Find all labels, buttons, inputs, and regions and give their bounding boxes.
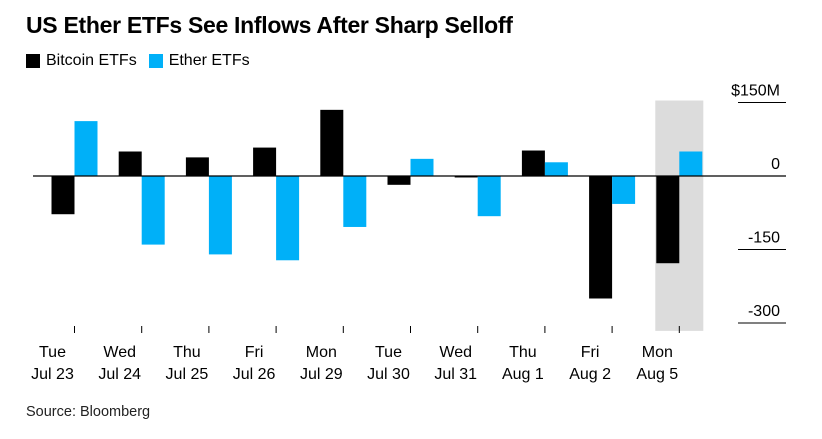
bar-ether xyxy=(74,121,98,176)
bar-ether xyxy=(477,176,501,217)
legend-swatch-bitcoin xyxy=(26,54,40,68)
y-tick-label: -150 xyxy=(748,230,780,247)
x-tick-label-day: Fri xyxy=(245,344,264,361)
bar-ether xyxy=(208,176,232,255)
bar-ether xyxy=(612,176,636,204)
x-tick-label-day: Thu xyxy=(173,344,201,361)
x-tick-label-date: Jul 31 xyxy=(434,366,477,383)
bar-bitcoin xyxy=(387,176,411,185)
bar-bitcoin xyxy=(589,176,613,299)
bar-bitcoin xyxy=(185,157,209,176)
chart-title: US Ether ETFs See Inflows After Sharp Se… xyxy=(26,12,513,38)
bar-ether xyxy=(276,176,300,261)
y-tick-label: 0 xyxy=(771,156,780,173)
x-tick-label-day: Thu xyxy=(509,344,537,361)
legend-swatch-ether xyxy=(148,54,163,68)
bar-bitcoin xyxy=(253,147,277,176)
bar-bitcoin xyxy=(454,176,478,178)
x-tick-label-day: Mon xyxy=(306,344,337,361)
bar-bitcoin xyxy=(118,151,142,176)
x-tick-label-day: Tue xyxy=(375,344,402,361)
x-tick-label-day: Wed xyxy=(103,344,136,361)
x-tick-label-date: Aug 1 xyxy=(502,366,544,383)
legend-item-bitcoin: Bitcoin ETFs xyxy=(26,52,137,70)
x-tick-label-date: Jul 24 xyxy=(98,366,141,383)
x-tick-label-date: Aug 5 xyxy=(636,366,678,383)
bar-bitcoin xyxy=(521,150,545,176)
x-tick-label-date: Jul 26 xyxy=(233,366,276,383)
bar-bitcoin xyxy=(320,109,344,176)
y-tick-label: $150M xyxy=(731,83,780,100)
bar-ether xyxy=(141,176,165,245)
bar-ether xyxy=(544,162,568,176)
source-note: Source: Bloomberg xyxy=(26,404,151,420)
bar-bitcoin xyxy=(51,176,75,215)
bar-ether xyxy=(343,176,367,227)
x-tick-label-day: Tue xyxy=(39,344,66,361)
x-tick-label-day: Wed xyxy=(439,344,472,361)
legend: Bitcoin ETFs Ether ETFs xyxy=(26,52,262,70)
bar-bitcoin xyxy=(656,176,680,264)
legend-item-ether: Ether ETFs xyxy=(148,52,250,70)
legend-label-ether: Ether ETFs xyxy=(168,52,250,69)
legend-label-bitcoin: Bitcoin ETFs xyxy=(46,52,137,69)
x-tick-label-date: Jul 25 xyxy=(166,366,209,383)
x-tick-label-day: Fri xyxy=(581,344,600,361)
bar-ether xyxy=(679,151,703,176)
x-tick-label-day: Mon xyxy=(642,344,673,361)
x-tick-label-date: Jul 23 xyxy=(31,366,74,383)
y-tick-label: -300 xyxy=(748,303,780,320)
bar-ether xyxy=(410,158,434,176)
x-tick-label-date: Jul 30 xyxy=(367,366,410,383)
x-tick-label-date: Jul 29 xyxy=(300,366,343,383)
x-tick-label-date: Aug 2 xyxy=(569,366,611,383)
